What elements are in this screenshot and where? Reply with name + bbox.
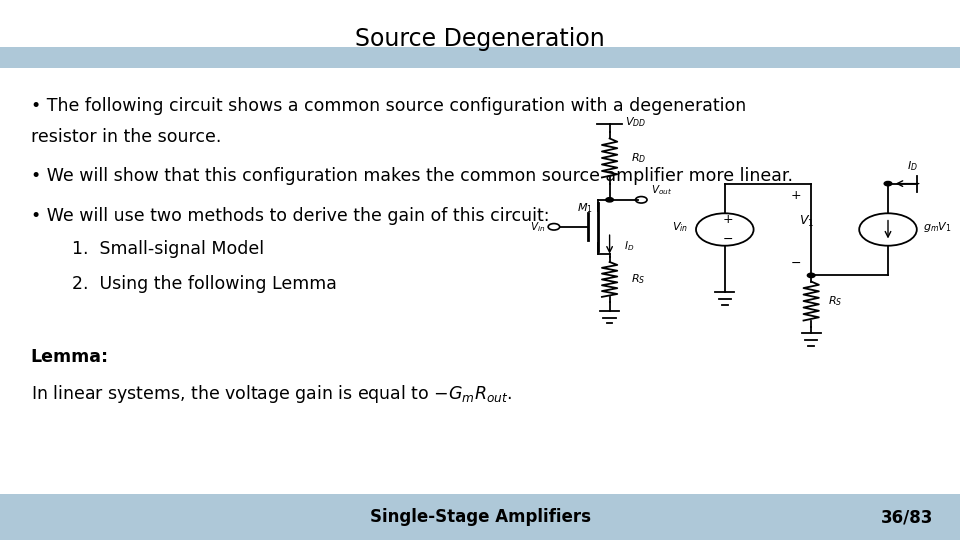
Text: • We will use two methods to derive the gain of this circuit:: • We will use two methods to derive the … — [31, 207, 549, 225]
Text: $R_D$: $R_D$ — [631, 151, 646, 165]
Text: $R_S$: $R_S$ — [631, 273, 645, 286]
Text: $V_1$: $V_1$ — [799, 214, 814, 229]
Text: $I_D$: $I_D$ — [906, 159, 918, 173]
Text: 1.  Small-signal Model: 1. Small-signal Model — [72, 240, 264, 258]
Text: 2.  Using the following Lemma: 2. Using the following Lemma — [72, 275, 337, 293]
Bar — [0, 494, 960, 540]
Text: $V_{out}$: $V_{out}$ — [651, 183, 672, 197]
Text: • The following circuit shows a common source configuration with a degeneration: • The following circuit shows a common s… — [31, 97, 746, 115]
Text: $I_D$: $I_D$ — [624, 239, 635, 253]
Bar — [0, 47, 960, 68]
Text: resistor in the source.: resistor in the source. — [31, 128, 221, 146]
Text: $V_{in}$: $V_{in}$ — [672, 220, 688, 234]
Text: Lemma:: Lemma: — [31, 348, 108, 366]
Text: • We will show that this configuration makes the common source amplifier more li: • We will show that this configuration m… — [31, 167, 793, 185]
Circle shape — [807, 273, 815, 278]
Text: Single-Stage Amplifiers: Single-Stage Amplifiers — [370, 508, 590, 526]
Text: −: − — [723, 233, 732, 246]
Text: $g_mV_1$: $g_mV_1$ — [923, 220, 951, 234]
Circle shape — [884, 181, 892, 186]
Text: In linear systems, the voltage gain is equal to $-G_mR_{out}$.: In linear systems, the voltage gain is e… — [31, 383, 512, 406]
Text: $R_S$: $R_S$ — [828, 294, 843, 308]
Text: +: + — [791, 189, 802, 202]
Text: $M_1$: $M_1$ — [578, 201, 593, 215]
Text: $V_{DD}$: $V_{DD}$ — [625, 116, 646, 130]
Text: Source Degeneration: Source Degeneration — [355, 27, 605, 51]
Text: $V_{in}$: $V_{in}$ — [530, 220, 545, 234]
Text: +: + — [722, 213, 733, 226]
Circle shape — [606, 198, 613, 202]
Text: −: − — [791, 257, 802, 270]
Text: 36/83: 36/83 — [880, 508, 933, 526]
